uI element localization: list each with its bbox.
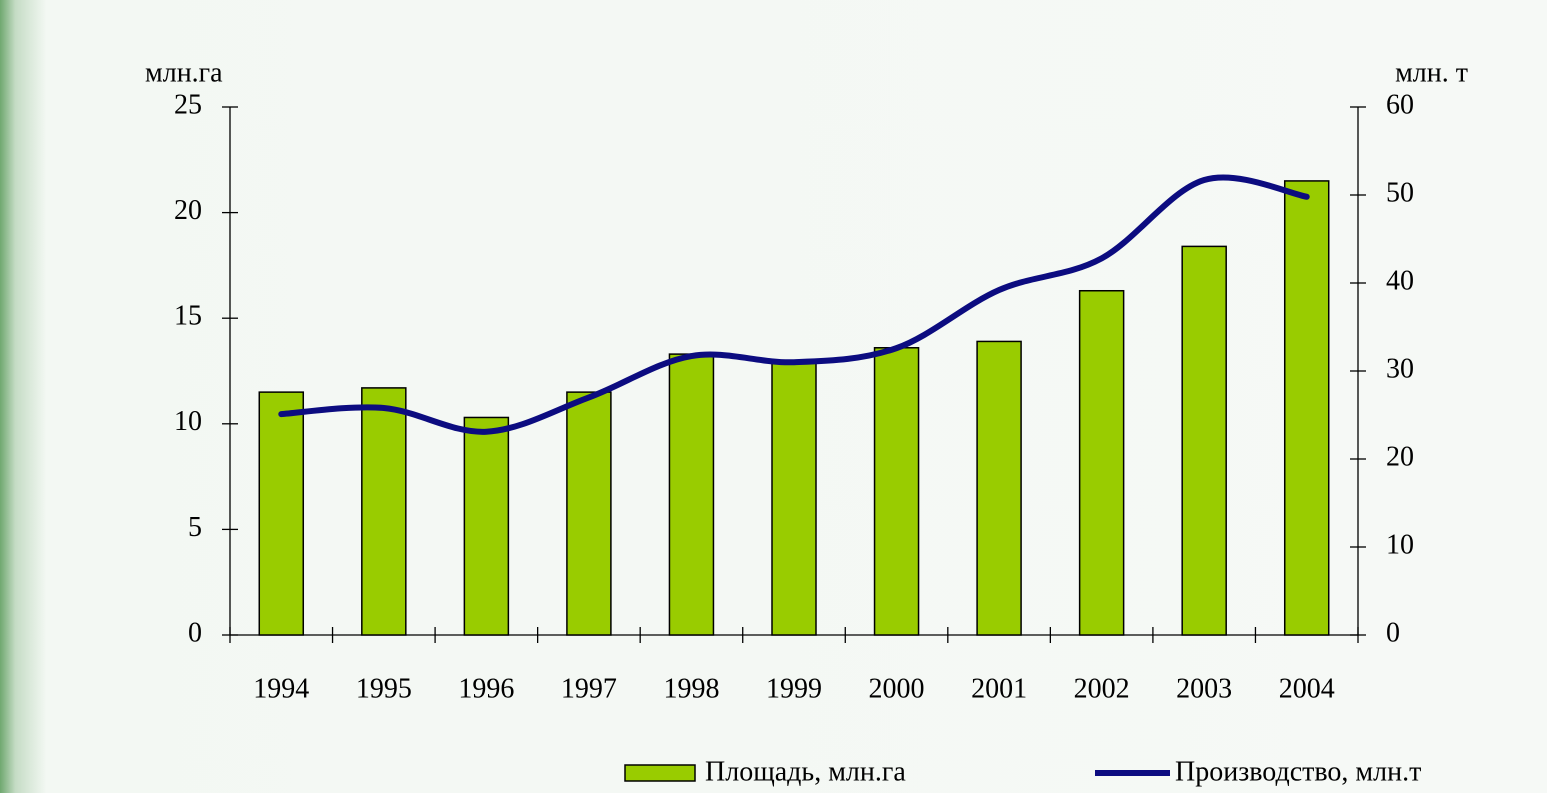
bar: [1078, 289, 1125, 636]
y-tick-label: 15: [174, 301, 202, 332]
y2-tick-label: 60: [1386, 89, 1414, 120]
x-tick-label: 2001: [971, 673, 1027, 704]
legend-label: Производство, млн.т: [1175, 756, 1421, 787]
bar: [463, 416, 510, 636]
y2-tick-label: 20: [1386, 441, 1414, 472]
y-tick-label: 5: [188, 512, 202, 543]
bar: [1181, 245, 1227, 636]
x-tick-label: 2004: [1279, 673, 1335, 704]
y2-tick-label: 40: [1386, 265, 1414, 296]
bar: [566, 391, 612, 636]
bar: [668, 353, 715, 636]
x-tick-label: 2003: [1176, 673, 1232, 704]
y2-tick-label: 30: [1386, 353, 1414, 384]
bar: [976, 340, 1022, 636]
y-tick-label: 25: [174, 89, 202, 120]
bar: [771, 361, 817, 636]
x-tick-label: 1998: [663, 673, 719, 704]
bar: [873, 347, 920, 636]
y-axis-label: млн.га: [145, 57, 223, 88]
line: [278, 174, 1310, 435]
legend-swatch: [624, 764, 696, 782]
x-tick-label: 1999: [766, 673, 822, 704]
bar: [258, 391, 305, 636]
bar: [361, 387, 407, 636]
y2-tick-label: 50: [1386, 177, 1414, 208]
legend-label: Площадь, млн.га: [705, 756, 906, 787]
x-tick-label: 1995: [356, 673, 412, 704]
y-tick-label: 20: [174, 195, 202, 226]
x-tick-label: 1994: [253, 673, 309, 704]
y-tick-label: 10: [174, 406, 202, 437]
x-tick-label: 2002: [1074, 673, 1130, 704]
x-tick-label: 1996: [458, 673, 514, 704]
x-tick-label: 1997: [561, 673, 617, 704]
bar: [1283, 180, 1330, 636]
y2-tick-label: 0: [1386, 617, 1400, 648]
y-tick-label: 0: [188, 617, 202, 648]
x-tick-label: 2000: [869, 673, 925, 704]
y2-tick-label: 10: [1386, 529, 1414, 560]
y2-axis-label: млн. т: [1395, 57, 1468, 88]
